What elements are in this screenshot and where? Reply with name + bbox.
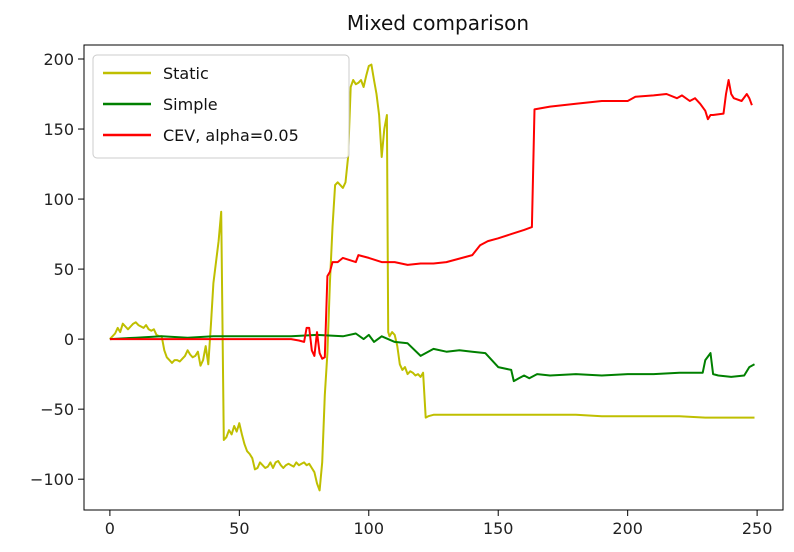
y-tick-label: 100	[43, 190, 74, 209]
y-tick-label: 50	[54, 260, 74, 279]
series-line-1	[109, 332, 755, 383]
chart-title: Mixed comparison	[347, 11, 529, 35]
legend-label-0: Static	[163, 64, 209, 83]
series-line-2	[109, 79, 753, 360]
legend-label-2: CEV, alpha=0.05	[163, 126, 299, 145]
x-axis: 0 50 100 150 200 250	[105, 510, 773, 538]
y-tick-label: −50	[40, 400, 74, 419]
series-line-0	[109, 63, 755, 492]
y-tick-label: 150	[43, 120, 74, 139]
series-layer	[109, 63, 755, 492]
x-tick-label: 250	[742, 519, 773, 538]
x-tick-label: 200	[612, 519, 643, 538]
legend-box	[92, 54, 350, 159]
x-tick-label: 50	[229, 519, 249, 538]
y-tick-label: 0	[64, 330, 74, 349]
y-axis: −100 −50 0 50 100 150 200	[30, 50, 84, 489]
legend-label-1: Simple	[163, 95, 218, 114]
plot-frame	[83, 44, 784, 511]
y-tick-label: −100	[30, 470, 74, 489]
y-tick-label: 200	[43, 50, 74, 69]
x-tick-label: 150	[483, 519, 514, 538]
x-tick-label: 0	[105, 519, 115, 538]
legend: Static Simple CEV, alpha=0.05	[92, 54, 350, 159]
x-tick-label: 100	[354, 519, 385, 538]
